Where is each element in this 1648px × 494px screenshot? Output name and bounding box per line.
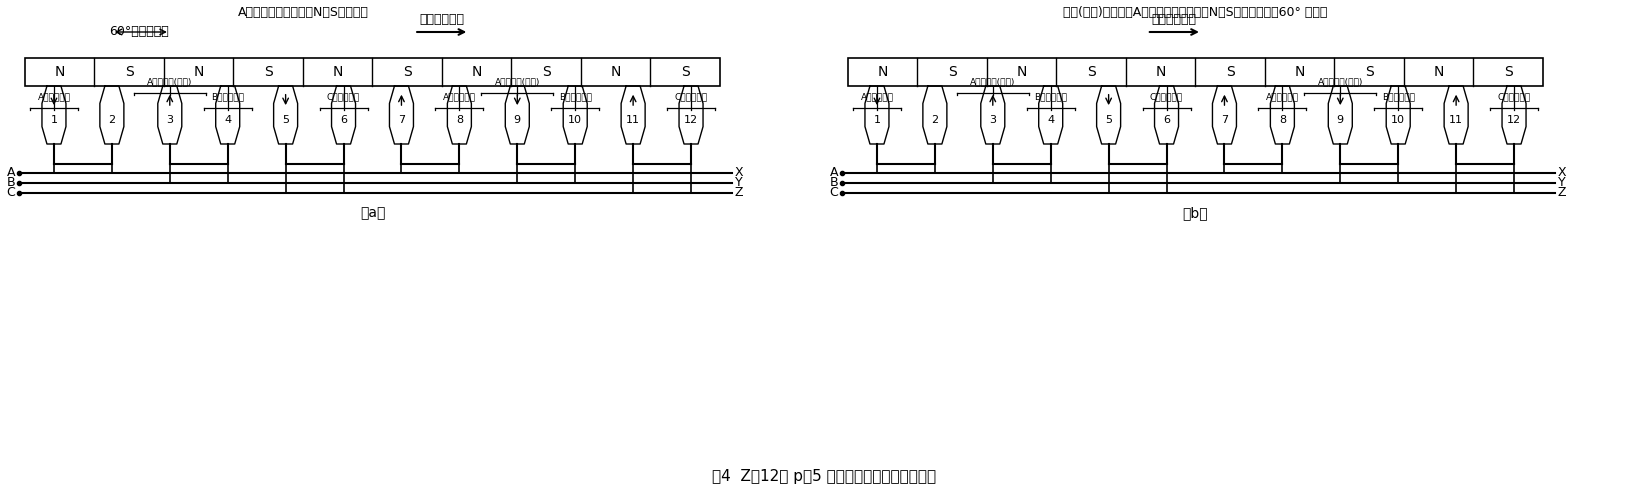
Text: Z: Z: [1557, 187, 1567, 200]
Text: S: S: [1505, 65, 1513, 79]
Text: 10: 10: [569, 115, 582, 124]
Text: C相磁场中心: C相磁场中心: [1498, 92, 1531, 101]
Text: （a）: （a）: [359, 206, 386, 220]
Text: A相霍尔心(反放): A相霍尔心(反放): [494, 77, 541, 86]
Text: A相霍尔心(反放): A相霍尔心(反放): [1318, 77, 1363, 86]
Text: 磁钢(转子)逆转向从A相磁场中心处于转子N，S极交界处后隇60° 电角度: 磁钢(转子)逆转向从A相磁场中心处于转子N，S极交界处后隇60° 电角度: [1063, 6, 1328, 19]
Text: Y: Y: [1557, 176, 1566, 190]
Text: C: C: [7, 187, 15, 200]
Text: 5: 5: [282, 115, 288, 124]
Text: N: N: [878, 65, 888, 79]
Text: 11: 11: [626, 115, 639, 124]
Text: S: S: [1365, 65, 1374, 79]
Text: 3: 3: [166, 115, 173, 124]
Text: 6: 6: [339, 115, 348, 124]
Text: 10: 10: [1391, 115, 1406, 124]
Text: N: N: [471, 65, 481, 79]
Text: B相磁场中心: B相磁场中心: [1035, 92, 1068, 101]
Text: S: S: [1088, 65, 1096, 79]
Text: 12: 12: [1506, 115, 1521, 124]
Text: 图4  Z＝12， p＝5 内转子单层绕组无刷电动机: 图4 Z＝12， p＝5 内转子单层绕组无刷电动机: [712, 468, 936, 484]
Text: 1: 1: [873, 115, 880, 124]
Text: S: S: [125, 65, 133, 79]
Text: B相磁场中心: B相磁场中心: [1381, 92, 1414, 101]
Text: A相磁场中心: A相磁场中心: [38, 92, 71, 101]
Text: 9: 9: [1337, 115, 1343, 124]
Text: Z: Z: [735, 187, 743, 200]
Text: A相霍尔心(正放): A相霍尔心(正放): [147, 77, 193, 86]
Text: A: A: [829, 166, 837, 179]
Text: S: S: [264, 65, 272, 79]
Text: A相磁场中心: A相磁场中心: [443, 92, 476, 101]
Text: A相霍尔心(正放): A相霍尔心(正放): [971, 77, 1015, 86]
Text: X: X: [1557, 166, 1567, 179]
Text: N: N: [193, 65, 204, 79]
Text: 11: 11: [1449, 115, 1463, 124]
Bar: [25, 58, 720, 86]
Text: 磁钢运动方向: 磁钢运动方向: [1152, 13, 1196, 27]
Text: N: N: [1017, 65, 1027, 79]
Text: A相磁场中心: A相磁场中心: [860, 92, 893, 101]
Text: 9: 9: [514, 115, 521, 124]
Text: A: A: [7, 166, 15, 179]
Text: A相磁场中心处于转子N，S极交界处: A相磁场中心处于转子N，S极交界处: [237, 6, 369, 19]
Text: 5: 5: [1106, 115, 1112, 124]
Text: B相磁场中心: B相磁场中心: [559, 92, 592, 101]
Text: 60°（电角度）: 60°（电角度）: [109, 26, 168, 39]
Text: S: S: [542, 65, 550, 79]
Text: （b）: （b）: [1183, 206, 1208, 220]
Text: B: B: [829, 176, 837, 190]
Text: 6: 6: [1163, 115, 1170, 124]
Text: B相磁场中心: B相磁场中心: [211, 92, 244, 101]
Text: N: N: [1155, 65, 1165, 79]
Bar: [849, 58, 1543, 86]
Text: S: S: [948, 65, 956, 79]
Text: 1: 1: [51, 115, 58, 124]
Text: 12: 12: [684, 115, 699, 124]
Text: N: N: [1434, 65, 1444, 79]
Text: N: N: [54, 65, 64, 79]
Text: A相磁场中心: A相磁场中心: [1266, 92, 1299, 101]
Text: Y: Y: [735, 176, 743, 190]
Text: C相磁场中心: C相磁场中心: [674, 92, 707, 101]
Text: 8: 8: [456, 115, 463, 124]
Text: C相磁场中心: C相磁场中心: [1150, 92, 1183, 101]
Text: 7: 7: [1221, 115, 1228, 124]
Text: S: S: [1226, 65, 1234, 79]
Text: 8: 8: [1279, 115, 1285, 124]
Text: N: N: [1295, 65, 1305, 79]
Text: 2: 2: [931, 115, 938, 124]
Text: S: S: [681, 65, 689, 79]
Text: 3: 3: [989, 115, 997, 124]
Text: S: S: [402, 65, 412, 79]
Text: 2: 2: [109, 115, 115, 124]
Text: C相磁场中心: C相磁场中心: [326, 92, 361, 101]
Text: X: X: [735, 166, 743, 179]
Text: N: N: [333, 65, 343, 79]
Text: B: B: [7, 176, 15, 190]
Text: 7: 7: [397, 115, 405, 124]
Text: 4: 4: [224, 115, 231, 124]
Text: 4: 4: [1046, 115, 1055, 124]
Text: 磁钢运动方向: 磁钢运动方向: [419, 13, 465, 27]
Text: N: N: [610, 65, 621, 79]
Text: C: C: [829, 187, 837, 200]
